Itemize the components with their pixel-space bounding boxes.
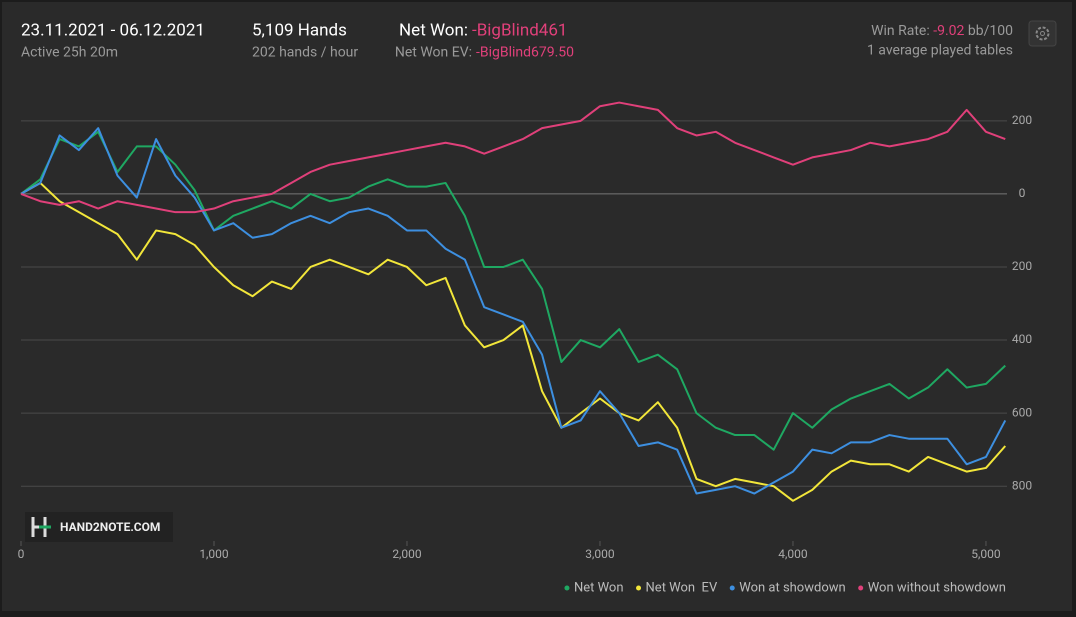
y-tick-label: 0	[1019, 186, 1026, 200]
win-rate: Win Rate: -9.02 bb/100	[871, 23, 1013, 39]
series-line	[20, 101, 1006, 214]
x-tick-label: 3,000	[585, 547, 615, 561]
legend-swatch	[636, 585, 642, 591]
legend-label: Net Won EV	[646, 580, 718, 595]
x-tick-label: 2,000	[392, 547, 422, 561]
active: Active 25h 20m	[21, 45, 118, 61]
series-line	[20, 130, 1006, 451]
logo: HAND2NOTE.COM	[25, 512, 173, 542]
legend-swatch	[729, 585, 735, 591]
series-line	[20, 127, 1007, 495]
y-tick-label: 800	[1012, 478, 1032, 492]
legend-label: Won without showdown	[868, 580, 1006, 595]
gear-center	[1040, 31, 1045, 36]
hands: 5,109 Hands	[252, 20, 347, 40]
x-tick-label: 0	[18, 547, 25, 561]
settings-box[interactable]	[1028, 20, 1057, 47]
series-line	[20, 181, 1007, 502]
legend-label: Net Won	[574, 580, 624, 595]
legend-swatch	[858, 585, 864, 591]
win-rate-label: Win Rate:	[871, 23, 930, 39]
net-won: -BigBlind461	[472, 20, 567, 40]
gear	[1035, 26, 1050, 41]
legend-swatch	[564, 585, 570, 591]
y-tick-label: 600	[1012, 405, 1032, 419]
net-won-ev-label: Net Won EV:	[395, 45, 472, 61]
x-tick-label: 5,000	[971, 547, 1001, 561]
net-won-label: Net Won:	[399, 20, 468, 40]
tables: 1 average played tables	[867, 43, 1013, 59]
y-tick-label: 200	[1012, 113, 1032, 127]
legend-label: Won at showdown	[739, 580, 845, 595]
rate: 202 hands / hour	[252, 45, 358, 61]
win-rate-value: -9.02	[933, 23, 964, 39]
x-tick-label: 1,000	[199, 547, 229, 561]
y-tick-label: 400	[1012, 332, 1032, 346]
win-rate-unit: bb/100	[968, 23, 1013, 39]
logo-text: HAND2NOTE.COM	[60, 520, 160, 534]
date-range: 23.11.2021 - 06.12.2021	[21, 20, 205, 40]
net-won-ev: -BigBlind679.50	[476, 45, 574, 61]
y-tick-label: 200	[1012, 259, 1032, 273]
settings-button[interactable]	[1028, 20, 1057, 47]
x-tick-label: 4,000	[778, 547, 808, 561]
